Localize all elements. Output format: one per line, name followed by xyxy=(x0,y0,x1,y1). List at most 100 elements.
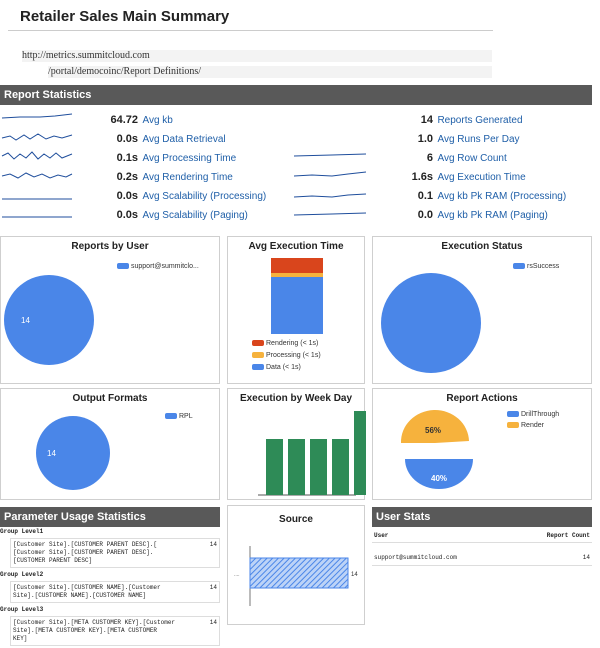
report-url-line2: /portal/democoinc/Report Definitions/ xyxy=(48,66,492,78)
execution-status-pie[interactable] xyxy=(373,237,593,385)
legend-item: Data (< 1s) xyxy=(252,364,301,371)
stat-value: 1.0 xyxy=(417,133,433,145)
report-statistics-header: Report Statistics xyxy=(0,85,592,105)
stat-label-link[interactable]: Avg Scalability (Paging) xyxy=(142,210,248,221)
legend-swatch xyxy=(507,422,519,429)
table-header-row: User Report Count xyxy=(372,528,592,543)
stat-label-link[interactable]: Avg kb Pk RAM (Processing) xyxy=(437,191,567,202)
legend-swatch xyxy=(252,352,264,359)
stat-value: 1.6s xyxy=(411,171,433,183)
parameter-count: 14 xyxy=(209,584,217,591)
legend-swatch xyxy=(507,411,519,418)
legend-swatch xyxy=(513,263,525,270)
category-label: .... xyxy=(234,572,240,578)
legend-swatch xyxy=(117,263,129,270)
execution-status-card: Execution Status rsSuccess xyxy=(372,236,592,384)
report-url-line1: http://metrics.summitcloud.com xyxy=(22,50,492,62)
reports-by-user-pie[interactable]: 14 xyxy=(1,237,221,385)
stat-label-link[interactable]: Avg Runs Per Day xyxy=(437,134,520,145)
legend-label: RPL xyxy=(179,413,193,420)
table-row: [Customer Site].[CUSTOMER NAME].[Custome… xyxy=(10,581,220,603)
parameter-text: [Customer Site].[CUSTOMER PARENT DESC].[… xyxy=(13,541,158,564)
legend-label: DrillThrough xyxy=(521,411,560,418)
parameter-usage-table: Group Level1 [Customer Site].[CUSTOMER P… xyxy=(0,528,220,648)
table-row: [Customer Site].[META CUSTOMER KEY].[Cus… xyxy=(10,616,220,646)
sparkline-rendering-time xyxy=(1,172,73,179)
group-label: Group Level1 xyxy=(0,528,44,535)
user-stats-header: User Stats xyxy=(372,507,592,527)
column-header-report-count: Report Count xyxy=(546,531,590,539)
left-sparklines xyxy=(1,113,73,218)
sparkline-execution-time xyxy=(293,171,367,177)
legend-item: RPL xyxy=(165,413,193,420)
chart-title: Source xyxy=(279,514,313,525)
parameter-usage-header: Parameter Usage Statistics xyxy=(0,507,220,527)
chart-title: Avg Execution Time xyxy=(248,241,344,252)
stat-value: 64.72 xyxy=(110,114,138,126)
legend-label: Data (< 1s) xyxy=(266,364,301,371)
execution-by-week-day-card: Execution by Week Day xyxy=(227,388,366,501)
stat-label-link[interactable]: Avg Data Retrieval xyxy=(142,134,226,145)
source-chart[interactable]: .... 14 xyxy=(228,506,366,626)
parameter-text: [Customer Site].[CUSTOMER NAME].[Custome… xyxy=(13,584,161,599)
table-row: [Customer Site].[CUSTOMER PARENT DESC].[… xyxy=(10,538,220,568)
legend-item: DrillThrough xyxy=(507,411,559,418)
stat-value: 0.0s xyxy=(116,209,138,221)
user-stats-table: User Report Count support@summitcloud.co… xyxy=(372,528,592,566)
stat-value: 0.1 xyxy=(417,190,433,202)
title-divider xyxy=(8,30,493,31)
stat-label-link[interactable]: Avg Rendering Time xyxy=(142,172,233,183)
sparkline-processing-time xyxy=(1,151,73,160)
legend-item: Render xyxy=(507,422,544,429)
stat-value: 0.0s xyxy=(116,133,138,145)
chart-title: Output Formats xyxy=(72,393,148,404)
chart-title: Execution Status xyxy=(441,241,523,252)
execution-by-week-day-chart[interactable] xyxy=(228,389,366,501)
pie-slice xyxy=(36,416,110,490)
stat-label-link[interactable]: Avg Execution Time xyxy=(437,172,526,183)
stat-value: 0.1s xyxy=(116,152,138,164)
left-stats: 64.72 Avg kb 0.0s Avg Data Retrieval 0.1… xyxy=(88,110,266,224)
pie-slice-label: 40% xyxy=(431,474,447,483)
weekday-bar[interactable] xyxy=(354,411,366,495)
stat-label-link[interactable]: Avg kb Pk RAM (Paging) xyxy=(437,210,548,221)
legend-swatch xyxy=(252,340,264,347)
weekday-bar[interactable] xyxy=(266,439,283,495)
bar-value-label: 14 xyxy=(351,572,358,578)
report-actions-pie[interactable]: 56% 40% xyxy=(373,389,593,501)
stat-label-link[interactable]: Avg Processing Time xyxy=(142,153,237,164)
stat-label-link[interactable]: Avg Scalability (Processing) xyxy=(142,191,267,202)
bar-segment-data xyxy=(271,277,323,334)
source-card: Source .... 14 xyxy=(227,505,365,625)
weekday-bar[interactable] xyxy=(332,439,349,495)
stat-value: 0.2s xyxy=(116,171,138,183)
stat-value: 0.0 xyxy=(417,209,433,221)
weekday-bar[interactable] xyxy=(288,439,305,495)
legend-label: Rendering (< 1s) xyxy=(266,340,319,347)
report-count-cell: 14 xyxy=(582,553,590,561)
reports-by-user-card: Reports by User support@summitclo... 14 xyxy=(0,236,220,384)
chart-title: Report Actions xyxy=(446,393,518,404)
sparkline-data-retrieval xyxy=(1,133,73,141)
output-formats-pie[interactable]: 14 xyxy=(1,389,221,501)
stat-value: 0.0s xyxy=(116,190,138,202)
legend-label: support@summitclo... xyxy=(131,263,199,270)
stat-label-link[interactable]: Reports Generated xyxy=(437,115,523,126)
legend-label: Processing (< 1s) xyxy=(266,352,321,359)
parameter-count: 14 xyxy=(209,619,217,626)
legend-label: Render xyxy=(521,422,544,429)
stat-value: 14 xyxy=(420,114,433,126)
output-formats-card: Output Formats RPL 14 xyxy=(0,388,220,500)
legend-swatch xyxy=(252,364,264,371)
legend-item: support@summitclo... xyxy=(117,263,199,270)
parameter-count: 14 xyxy=(209,541,217,548)
stat-label-link[interactable]: Avg kb xyxy=(142,115,173,126)
avg-execution-time-card: Avg Execution Time Rendering (< 1s) Proc… xyxy=(227,236,365,384)
page-title: Retailer Sales Main Summary xyxy=(20,8,230,25)
stat-label-link[interactable]: Avg Row Count xyxy=(437,153,507,164)
weekday-bar[interactable] xyxy=(310,439,327,495)
sparkline-avg-kb xyxy=(1,113,73,119)
column-header-user: User xyxy=(374,531,389,539)
avg-execution-time-chart[interactable] xyxy=(228,237,366,385)
pie-slice xyxy=(381,273,481,373)
